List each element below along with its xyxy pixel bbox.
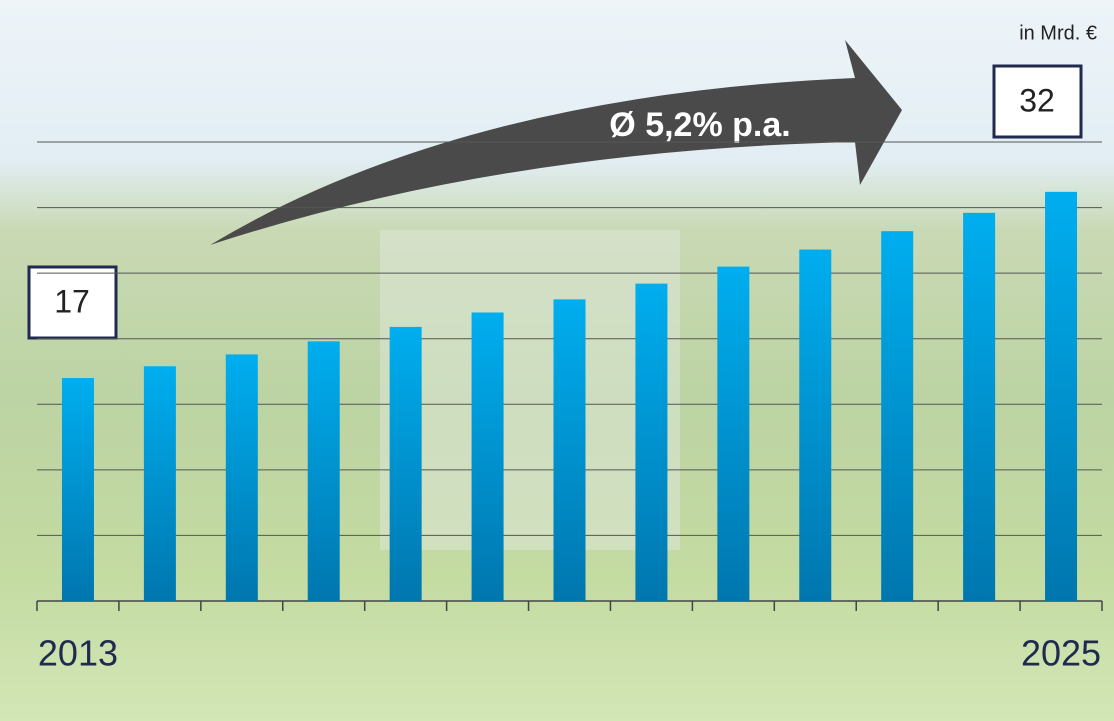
bar [225, 354, 258, 601]
bar [553, 299, 586, 601]
x-tick-label: 2025 [1021, 633, 1101, 674]
bar [471, 312, 504, 601]
bar [1045, 191, 1078, 601]
x-tick-label: 2013 [38, 633, 118, 674]
background-house [380, 230, 680, 550]
bar [389, 326, 422, 601]
end-label: 32 [1019, 82, 1055, 118]
start-label: 17 [54, 283, 90, 319]
end-box [992, 64, 1083, 139]
bar [61, 378, 94, 601]
unit-label: in Mrd. € [1019, 22, 1097, 44]
bar [881, 231, 914, 602]
growth-label: Ø 5,2% p.a. [609, 106, 790, 144]
bar [799, 249, 832, 601]
start-box [27, 265, 118, 340]
bar [307, 341, 340, 601]
bar [963, 212, 996, 601]
bar [717, 266, 750, 601]
bar [143, 366, 176, 601]
bar [635, 283, 668, 601]
